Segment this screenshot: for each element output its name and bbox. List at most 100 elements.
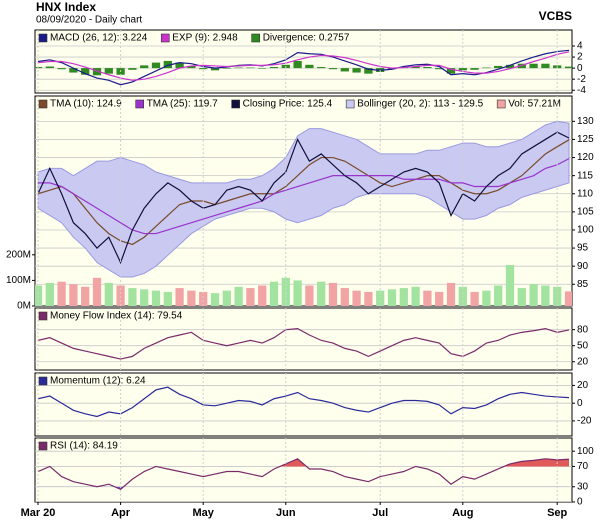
- x-tick-label: May: [192, 507, 214, 519]
- bar: [352, 68, 361, 73]
- legend-label: Closing Price: 125.4: [243, 99, 333, 110]
- bar: [104, 282, 113, 306]
- bar: [175, 288, 184, 306]
- line: [38, 158, 570, 235]
- bar: [446, 68, 456, 74]
- y-tick-label: 120: [577, 152, 594, 163]
- legend-label: Money Flow Index (14): 79.54: [50, 311, 183, 322]
- y-tick-label: 0: [577, 63, 583, 74]
- line: [37, 327, 570, 360]
- bar: [482, 67, 491, 69]
- legend-swatch: [135, 99, 145, 109]
- bar: [529, 63, 538, 69]
- bar: [269, 281, 279, 306]
- bar: [340, 288, 349, 306]
- legend-swatch: [38, 33, 48, 43]
- plot-area: [35, 327, 572, 363]
- x-tick-label: Aug: [452, 507, 473, 519]
- y-tick-label: -2: [577, 74, 586, 85]
- bar: [35, 67, 43, 69]
- bar: [352, 290, 361, 306]
- y-tick-label: 30: [577, 481, 589, 492]
- bar: [564, 66, 572, 69]
- bar: [411, 66, 420, 69]
- panel-background: [34, 372, 573, 437]
- bar: [376, 290, 385, 306]
- bar: [541, 63, 550, 69]
- bar: [494, 285, 503, 306]
- y-tick-label: 80: [577, 324, 589, 335]
- bar: [57, 68, 66, 70]
- bar: [305, 285, 314, 306]
- panel-background: [34, 29, 573, 94]
- bar: [163, 60, 172, 69]
- bar: [163, 291, 172, 306]
- legend-label: Momentum (12): 6.24: [50, 376, 146, 387]
- line: [37, 51, 570, 81]
- brand: VCBS: [539, 9, 572, 23]
- bar: [92, 68, 102, 76]
- bar: [258, 285, 267, 306]
- legend-label: TMA (10): 124.9: [50, 99, 122, 110]
- bar: [564, 291, 572, 306]
- bollinger-band: [37, 120, 570, 278]
- x-tick-label: Sep: [547, 507, 567, 519]
- y-tick-label: -20: [577, 416, 592, 427]
- y-tick-label: 100: [577, 225, 594, 236]
- line: [37, 131, 570, 265]
- bar: [328, 68, 338, 70]
- bar: [151, 62, 161, 69]
- bar: [69, 68, 78, 73]
- x-tick-label: Apr: [111, 507, 131, 519]
- bar: [199, 68, 208, 70]
- y-tick-label: 110: [577, 188, 593, 199]
- bar: [246, 288, 255, 306]
- y-tick-label: 115: [577, 170, 593, 181]
- bar: [128, 288, 137, 306]
- y-tick-label: 100: [577, 446, 594, 457]
- panel-background: [34, 307, 573, 371]
- bar: [222, 290, 231, 306]
- bar: [328, 282, 338, 306]
- bar: [199, 291, 208, 306]
- bar: [140, 289, 149, 306]
- legend-swatch: [38, 311, 48, 321]
- legend-swatch: [345, 99, 355, 109]
- legend-swatch: [231, 99, 240, 109]
- bar: [175, 62, 184, 69]
- y-tick-label: 90: [577, 261, 589, 272]
- bar: [69, 284, 78, 306]
- panel-background: [34, 437, 573, 503]
- bar: [81, 286, 90, 306]
- bar: [269, 67, 279, 69]
- bar: [470, 68, 479, 70]
- bar: [151, 290, 161, 306]
- bar: [305, 64, 314, 69]
- bar: [187, 65, 196, 69]
- bar: [128, 68, 137, 70]
- legend-label: Divergence: 0.2757: [263, 33, 350, 44]
- legend-label: TMA (25): 119.7: [147, 99, 218, 110]
- bar: [482, 290, 491, 306]
- chart-subtitle: 08/09/2020 - Daily chart: [36, 15, 142, 26]
- y-tick-label: 85: [577, 279, 589, 290]
- bar: [494, 65, 503, 69]
- line: [37, 458, 570, 491]
- overbought-area: [38, 458, 569, 467]
- bar: [364, 68, 373, 74]
- y-tick-label: 105: [577, 207, 594, 218]
- legend-swatch: [496, 99, 506, 109]
- y-tick-label: 70: [577, 461, 589, 472]
- bar: [187, 290, 196, 306]
- plot-area: [35, 385, 572, 422]
- y-tick-label: 20: [577, 380, 589, 391]
- legend-label: Vol: 57.21M: [508, 99, 561, 110]
- y-tick-label: 0: [577, 497, 583, 508]
- bar: [57, 281, 66, 306]
- bar: [505, 64, 515, 69]
- bar: [446, 282, 456, 306]
- bar: [423, 67, 432, 69]
- y-tick-label: 20: [577, 356, 589, 367]
- bar: [234, 67, 243, 69]
